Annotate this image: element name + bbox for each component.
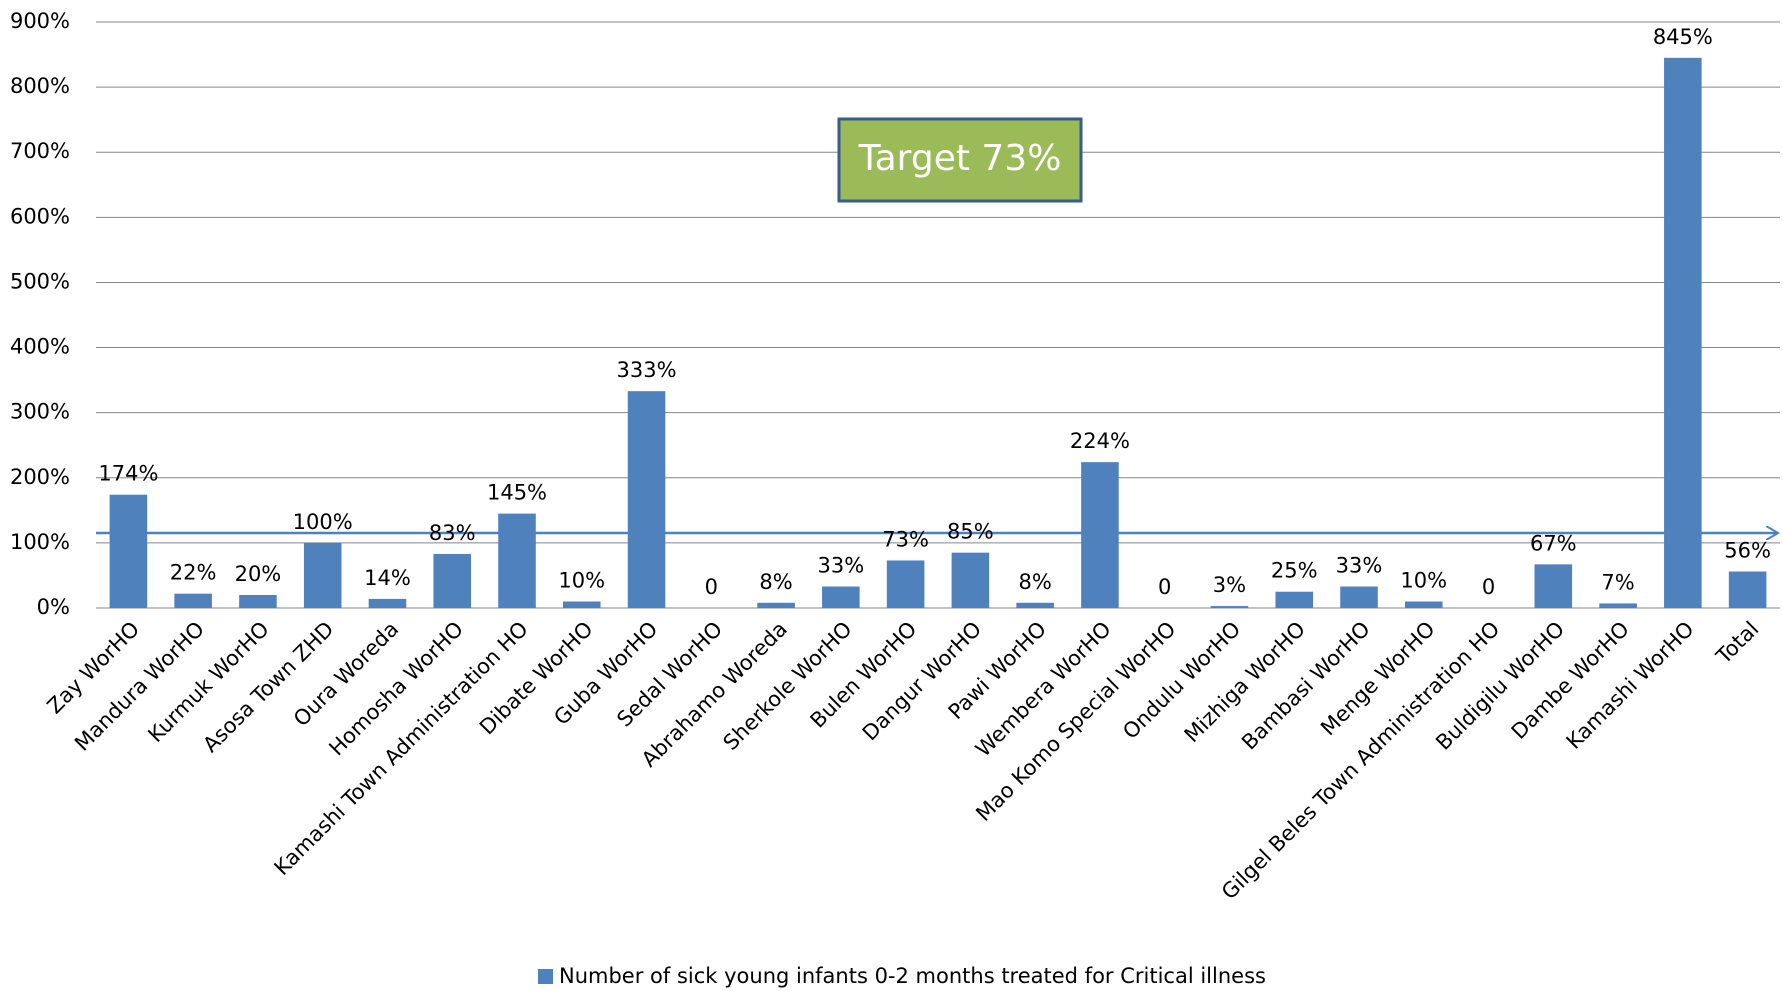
value-label: 0: [1158, 575, 1171, 599]
value-label: 25%: [1271, 559, 1318, 583]
x-tick-label: Dangur WorHO: [858, 617, 986, 745]
value-label: 8%: [1018, 570, 1051, 594]
bar: [1599, 603, 1637, 608]
x-tick-label: Dibate WorHO: [475, 617, 598, 740]
value-label: 0: [705, 575, 718, 599]
value-label: 0: [1482, 575, 1495, 599]
value-label: 845%: [1653, 25, 1713, 49]
value-label: 100%: [293, 510, 353, 534]
bar: [822, 586, 860, 608]
bar: [627, 391, 666, 608]
y-tick-label: 300%: [10, 400, 70, 424]
bar: [886, 560, 925, 608]
x-tick-label: Dambe WorHO: [1507, 617, 1634, 744]
value-label: 145%: [487, 481, 547, 505]
value-label: 8%: [759, 570, 792, 594]
bar: [433, 553, 472, 608]
x-tick-label: Kurmuk WorHO: [143, 617, 273, 747]
value-label: 333%: [617, 358, 677, 382]
bar: [1404, 601, 1443, 608]
y-tick-label: 800%: [10, 74, 70, 98]
value-label: 33%: [818, 554, 865, 578]
value-label: 33%: [1336, 554, 1383, 578]
value-label: 3%: [1213, 573, 1246, 597]
bar: [1016, 602, 1054, 608]
bar: [757, 602, 795, 608]
bar: [109, 494, 148, 608]
x-tick-label: Ondulu WorHO: [1118, 617, 1245, 744]
target-box: [837, 117, 1083, 203]
value-label: 10%: [1400, 568, 1447, 592]
y-tick-label: 100%: [10, 530, 70, 554]
bar: [1275, 591, 1314, 608]
bar: [1534, 564, 1573, 608]
target-label: Target 73%: [858, 138, 1062, 179]
value-label: 22%: [170, 561, 217, 585]
value-label: 174%: [98, 462, 158, 486]
y-tick-label: 900%: [10, 9, 70, 33]
y-tick-label: 0%: [37, 595, 70, 619]
value-label: 67%: [1530, 531, 1577, 555]
bar: [368, 598, 407, 608]
value-label: 85%: [947, 520, 994, 544]
value-label: 20%: [235, 562, 282, 586]
x-tick-label: Total: [1711, 617, 1763, 669]
bar: [174, 593, 212, 608]
bar: [562, 601, 601, 608]
bar: [498, 513, 536, 608]
y-tick-label: 400%: [10, 335, 70, 359]
grid: [96, 21, 1780, 609]
bar: [303, 542, 342, 608]
y-tick-label: 200%: [10, 465, 70, 489]
bar: [951, 552, 990, 608]
bars: [109, 57, 1767, 609]
legend-label: Number of sick young infants 0-2 months …: [559, 964, 1266, 988]
value-label: 83%: [429, 521, 476, 545]
bar: [1664, 57, 1702, 609]
value-label: 14%: [364, 566, 411, 590]
value-label: 56%: [1724, 539, 1771, 563]
legend-swatch: [538, 969, 553, 984]
bar: [1210, 606, 1249, 608]
bar: [1340, 586, 1378, 608]
x-tick-label: Menge WorHO: [1316, 617, 1439, 740]
value-label: 10%: [558, 568, 605, 592]
value-label: 73%: [882, 527, 929, 551]
bar: [1081, 462, 1119, 608]
y-tick-label: 500%: [10, 269, 70, 293]
x-tick-label: Mizhiga WorHO: [1180, 617, 1310, 747]
bar: [1728, 571, 1767, 608]
y-tick-label: 700%: [10, 139, 70, 163]
bar: [239, 594, 277, 608]
value-label: 224%: [1070, 429, 1130, 453]
y-tick-label: 600%: [10, 204, 70, 228]
value-label: 7%: [1601, 570, 1634, 594]
